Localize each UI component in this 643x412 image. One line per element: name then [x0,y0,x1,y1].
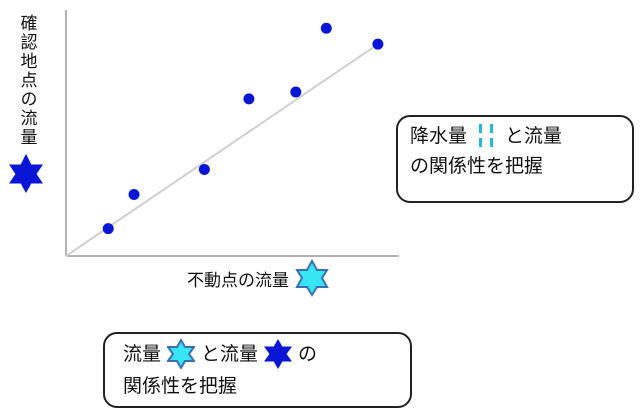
callout-flows-text-a: 流量 [123,343,162,365]
data-point [320,22,332,34]
axes [65,10,399,257]
points-group [102,22,384,235]
callout-rainfall-line2: の関係性を把握 [410,155,544,177]
callout-rainfall-text-b: と流量 [505,125,563,147]
rain-dash [479,124,483,133]
cyan-star-icon [167,339,196,369]
callout-flows-line1: 流量 と流量 の [123,338,398,370]
dark-blue-star-icon [264,339,293,369]
data-point [290,86,302,98]
trendline-group [65,43,379,257]
cyan-star-shape [167,339,196,369]
callout-rainfall: 降水量 と流量 の関係性を把握 [396,115,634,203]
x-axis-label-group: 不動点の流量 [187,258,329,298]
rain-dash [479,138,483,147]
callout-flows: 流量 と流量 の 関係性を把握 [103,332,412,408]
callout-rainfall-line1: 降水量 と流量 [410,121,620,151]
callout-flows-line2: 関係性を把握 [123,375,238,397]
y-axis-label-group: 確認地点の流量 [6,14,46,193]
x-axis-label: 不動点の流量 [187,270,289,291]
callout-flows-text-b: と流量 [201,343,259,365]
y-axis-label: 確認地点の流量 [16,14,37,147]
cyan-star-icon [295,259,329,297]
dark-star-shape [9,153,43,193]
rain-icon [479,124,494,147]
callout-flows-text-c: の [298,343,318,365]
callout-rainfall-text-a: 降水量 [410,125,468,147]
rain-dash [490,124,494,133]
data-point [102,223,114,235]
rain-dash [490,138,494,147]
data-point [372,38,384,50]
dark-blue-star-icon [9,153,43,193]
data-point [198,163,210,175]
cyan-star-shape [295,259,329,297]
data-point [128,189,140,200]
data-point [243,93,255,105]
dark-star-shape [264,339,293,369]
trendline [65,43,379,257]
